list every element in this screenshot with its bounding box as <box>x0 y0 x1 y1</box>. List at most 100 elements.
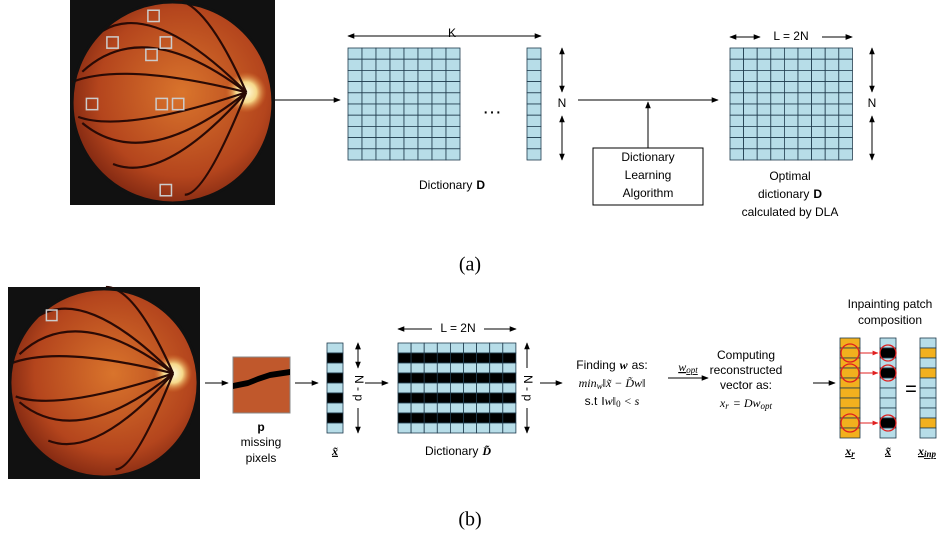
cell <box>920 408 936 418</box>
cell <box>730 82 744 93</box>
cell <box>390 115 404 126</box>
cell <box>477 403 490 413</box>
cell <box>446 70 460 81</box>
cell <box>418 48 432 59</box>
cell <box>376 104 390 115</box>
cell <box>432 48 446 59</box>
cell <box>362 82 376 93</box>
cell <box>839 59 853 70</box>
cell <box>348 115 362 126</box>
cell <box>880 418 896 428</box>
cell <box>464 363 477 373</box>
cell <box>784 138 798 149</box>
cell <box>432 126 446 137</box>
cell <box>880 398 896 408</box>
cell <box>757 82 771 93</box>
cell <box>839 93 853 104</box>
cell <box>404 93 418 104</box>
cell <box>798 149 812 160</box>
cell <box>418 70 432 81</box>
cell <box>880 368 896 378</box>
cell <box>744 70 758 81</box>
cell <box>771 149 785 160</box>
cell <box>464 413 477 423</box>
cell <box>424 393 437 403</box>
cell <box>376 93 390 104</box>
cell <box>771 59 785 70</box>
cell <box>490 353 503 363</box>
cell <box>362 93 376 104</box>
cell <box>920 388 936 398</box>
cell <box>390 104 404 115</box>
cell <box>432 115 446 126</box>
cell <box>798 115 812 126</box>
cell <box>477 353 490 363</box>
cell <box>744 149 758 160</box>
caption: calculated by DLA <box>742 205 839 219</box>
vector-symbol: x̃ <box>331 444 338 458</box>
cell <box>527 115 541 126</box>
cell <box>404 82 418 93</box>
cell <box>730 59 744 70</box>
box-text: Learning <box>625 168 672 182</box>
cell <box>920 368 936 378</box>
cell <box>771 70 785 81</box>
cell <box>839 104 853 115</box>
cell <box>784 93 798 104</box>
cell <box>744 104 758 115</box>
cell <box>411 393 424 403</box>
cell <box>825 48 839 59</box>
cell <box>398 343 411 353</box>
cell <box>477 383 490 393</box>
cell <box>527 59 541 70</box>
cell <box>327 353 343 363</box>
cell <box>490 343 503 353</box>
cell <box>327 413 343 423</box>
cell <box>490 373 503 383</box>
cell <box>798 93 812 104</box>
figure: K … N DictionaryD Dictionary Learning Al… <box>0 0 940 540</box>
cell <box>398 423 411 433</box>
cell <box>839 149 853 160</box>
cell <box>744 115 758 126</box>
cell <box>398 373 411 383</box>
cell <box>424 413 437 423</box>
cell <box>730 104 744 115</box>
width-label: K <box>448 26 456 40</box>
cell <box>418 115 432 126</box>
cell <box>798 104 812 115</box>
cell <box>771 93 785 104</box>
cell <box>757 59 771 70</box>
cell <box>376 115 390 126</box>
cell <box>784 104 798 115</box>
ellipsis: … <box>482 96 502 118</box>
cell <box>432 93 446 104</box>
cell <box>450 373 463 383</box>
cell <box>348 48 362 59</box>
cell <box>376 70 390 81</box>
cell <box>376 126 390 137</box>
width-label: L = 2N <box>773 29 808 43</box>
heading: Findingwas: <box>576 358 647 372</box>
cell <box>390 70 404 81</box>
cell <box>744 93 758 104</box>
cell <box>757 48 771 59</box>
cell <box>798 59 812 70</box>
formula: minw‖x̃ − D̃w‖ <box>579 376 646 391</box>
cell <box>812 104 826 115</box>
cell <box>327 383 343 393</box>
cell <box>398 353 411 363</box>
cell <box>812 59 826 70</box>
cell <box>404 126 418 137</box>
cell <box>477 413 490 423</box>
cell <box>839 138 853 149</box>
cell <box>450 363 463 373</box>
label: x̃ <box>884 444 891 458</box>
title: Inpainting patch <box>848 297 933 311</box>
cell <box>812 93 826 104</box>
cell <box>825 126 839 137</box>
cell <box>437 363 450 373</box>
cell <box>446 104 460 115</box>
cell <box>446 82 460 93</box>
